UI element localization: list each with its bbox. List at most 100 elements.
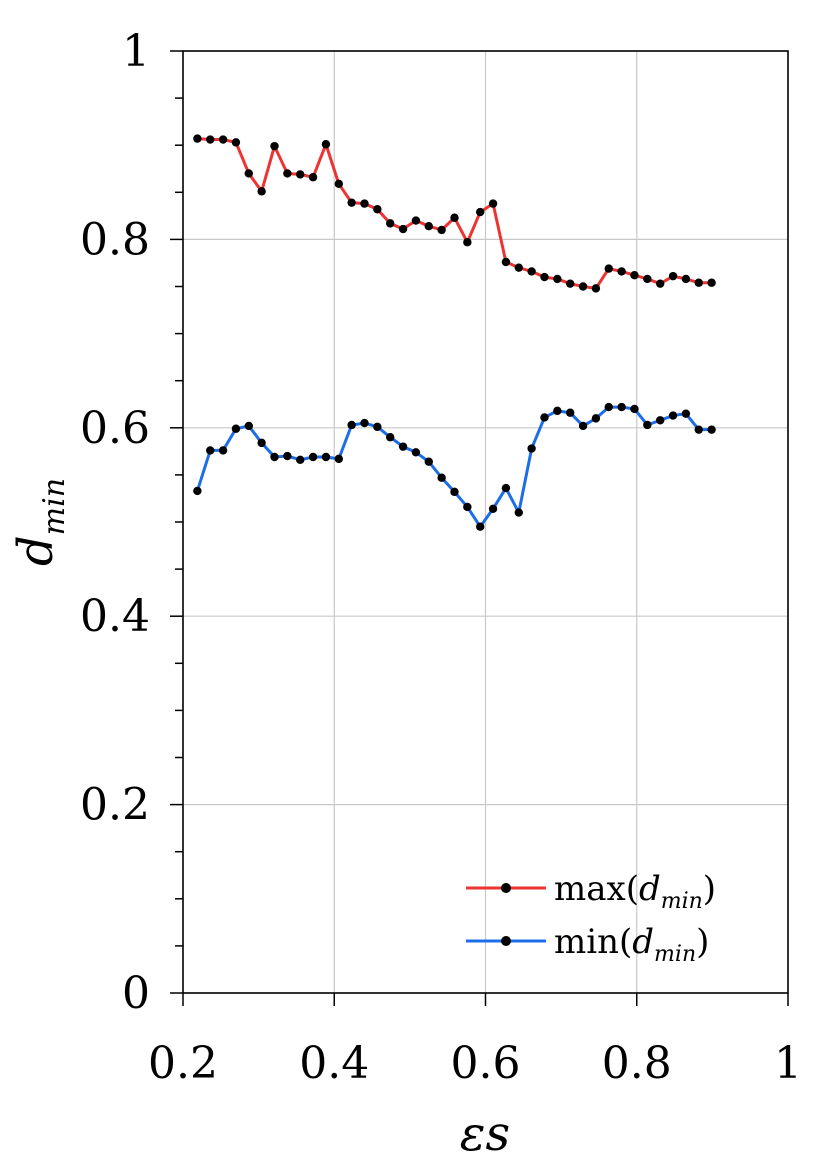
data-point-min bbox=[360, 418, 369, 428]
data-point-min bbox=[347, 420, 356, 430]
data-point-max bbox=[270, 141, 279, 151]
y-tick-label: 0.6 bbox=[80, 403, 150, 454]
data-point-min bbox=[643, 420, 652, 430]
data-point-max bbox=[643, 274, 652, 284]
y-tick-label: 0.2 bbox=[80, 780, 150, 831]
x-tick-label: 0.6 bbox=[451, 1038, 521, 1089]
data-point-max bbox=[630, 270, 639, 280]
x-axis-label: εs bbox=[460, 1106, 510, 1161]
data-point-min bbox=[566, 408, 575, 417]
data-point-min bbox=[514, 508, 523, 517]
data-point-min bbox=[283, 451, 292, 461]
data-point-max bbox=[386, 219, 395, 228]
data-point-max bbox=[488, 199, 498, 208]
data-point-max bbox=[257, 187, 266, 196]
data-point-min bbox=[655, 416, 665, 425]
data-point-min bbox=[218, 446, 228, 455]
series-line-max bbox=[197, 137, 712, 290]
data-point-min bbox=[206, 446, 215, 455]
data-point-min bbox=[270, 452, 279, 462]
svg-text:min(dmin): min(dmin) bbox=[554, 922, 709, 967]
legend-marker-min bbox=[501, 936, 511, 946]
data-point-max bbox=[244, 169, 253, 178]
data-point-min bbox=[668, 411, 678, 420]
data-point-max bbox=[437, 225, 446, 235]
data-point-max bbox=[206, 135, 215, 144]
y-axis-label-group: dmin bbox=[8, 478, 72, 566]
data-point-max bbox=[707, 278, 716, 287]
data-point-max bbox=[566, 279, 575, 288]
data-point-max bbox=[347, 198, 356, 207]
data-point-min bbox=[694, 425, 703, 434]
data-point-max bbox=[617, 267, 626, 276]
x-tick-label: 0.8 bbox=[602, 1038, 672, 1089]
data-point-min bbox=[604, 402, 613, 412]
data-point-max bbox=[373, 205, 382, 214]
svg-text:max(dmin): max(dmin) bbox=[554, 869, 716, 914]
data-point-min bbox=[553, 406, 562, 416]
data-point-min bbox=[193, 486, 202, 496]
y-tick-label: 1 bbox=[122, 26, 150, 77]
legend-label-max-subscript: min bbox=[661, 889, 703, 914]
y-axis-label-subscript: min bbox=[37, 478, 72, 535]
data-point-max bbox=[501, 257, 511, 267]
data-point-max bbox=[360, 199, 369, 208]
legend-marker-max bbox=[501, 883, 511, 893]
data-point-min bbox=[257, 438, 266, 448]
data-point-max bbox=[553, 274, 562, 284]
data-point-min bbox=[527, 444, 536, 453]
data-point-min bbox=[321, 452, 331, 462]
legend-label-min-subscript: min bbox=[654, 942, 696, 967]
y-tick-label: 0.8 bbox=[80, 214, 150, 265]
data-point-min bbox=[450, 487, 459, 497]
data-point-max bbox=[424, 222, 433, 231]
data-point-max bbox=[231, 138, 241, 147]
data-point-max bbox=[604, 264, 613, 273]
x-tick-label: 0.2 bbox=[148, 1038, 218, 1089]
data-point-max bbox=[578, 282, 588, 291]
x-axis-tick-labels: 0.2 0.4 0.6 0.8 1 bbox=[148, 1038, 802, 1089]
data-point-min bbox=[334, 454, 343, 464]
y-tick-label: 0 bbox=[122, 968, 150, 1019]
data-point-min bbox=[630, 404, 639, 414]
x-tick-label: 1 bbox=[774, 1038, 802, 1089]
data-point-min bbox=[386, 433, 395, 442]
legend-label-max: max bbox=[554, 869, 626, 909]
data-point-max bbox=[321, 140, 331, 149]
data-point-max bbox=[527, 267, 536, 276]
data-point-max bbox=[193, 134, 202, 143]
data-point-max bbox=[681, 274, 691, 284]
data-point-max bbox=[283, 169, 292, 178]
data-point-max bbox=[411, 216, 421, 225]
data-point-max bbox=[308, 173, 318, 182]
data-point-min bbox=[231, 424, 241, 433]
y-tick-label: 0.4 bbox=[80, 591, 150, 642]
grid-lines bbox=[183, 51, 788, 993]
data-point-max bbox=[514, 263, 523, 272]
data-point-max bbox=[694, 278, 703, 287]
data-point-min bbox=[707, 425, 716, 434]
x-tick-label: 0.4 bbox=[299, 1038, 369, 1089]
data-point-min bbox=[501, 483, 511, 493]
y-axis-tick-labels: 0 0.2 0.4 0.6 0.8 1 bbox=[80, 26, 150, 1019]
data-point-max bbox=[450, 213, 459, 222]
data-point-min bbox=[463, 502, 472, 512]
legend: max(dmin) min(dmin) bbox=[466, 869, 716, 967]
data-point-max bbox=[591, 284, 601, 293]
data-point-min bbox=[244, 421, 253, 431]
data-point-min bbox=[411, 448, 421, 457]
data-point-min bbox=[540, 413, 549, 422]
data-point-min bbox=[578, 421, 588, 431]
data-point-min bbox=[437, 473, 446, 482]
data-point-min bbox=[398, 442, 408, 451]
data-point-min bbox=[424, 457, 433, 466]
data-point-min bbox=[488, 504, 498, 514]
data-point-max bbox=[668, 271, 678, 281]
data-point-min bbox=[308, 452, 318, 462]
y-axis-label: d bbox=[8, 535, 64, 566]
data-point-min bbox=[591, 414, 601, 423]
data-point-min bbox=[681, 409, 691, 418]
data-point-max bbox=[398, 224, 408, 234]
data-point-max bbox=[655, 279, 665, 288]
